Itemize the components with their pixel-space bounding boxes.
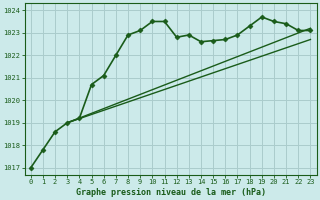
X-axis label: Graphe pression niveau de la mer (hPa): Graphe pression niveau de la mer (hPa) [76,188,266,197]
